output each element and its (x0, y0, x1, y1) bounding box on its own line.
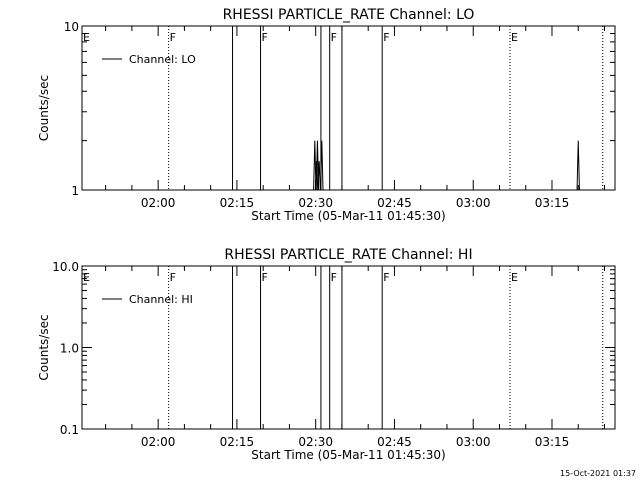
legend-label: Channel: LO (129, 53, 196, 66)
x-axis-label: Start Time (05-Mar-11 01:45:30) (251, 209, 445, 223)
y-tick-label: 1 (71, 184, 79, 198)
y-tick-label: 10 (64, 20, 79, 34)
chart-title: RHESSI PARTICLE_RATE Channel: HI (224, 247, 472, 263)
x-tick-label: 03:00 (456, 435, 491, 449)
event-marker-label: F (170, 31, 176, 44)
event-marker-label: F (262, 31, 268, 44)
plot-frame (81, 25, 616, 191)
y-axis-label: Counts/sec (37, 75, 51, 141)
x-axis-label: Start Time (05-Mar-11 01:45:30) (251, 448, 445, 462)
event-marker-label: F (383, 31, 389, 44)
x-tick-label: 03:15 (535, 196, 570, 210)
event-marker-label: F (383, 271, 389, 284)
event-marker-label: E (83, 31, 90, 44)
x-tick-label: 02:30 (298, 196, 333, 210)
event-marker-label: E (511, 271, 518, 284)
event-marker-label: F (262, 271, 268, 284)
event-marker-label: E (511, 31, 518, 44)
event-marker-label: F (170, 271, 176, 284)
data-spike (320, 140, 324, 191)
y-axis-label: Counts/sec (37, 314, 51, 380)
data-spike (317, 161, 321, 191)
chart-title: RHESSI PARTICLE_RATE Channel: LO (223, 7, 475, 23)
y-tick-label: 0.1 (60, 423, 79, 437)
footer-timestamp: 15-Oct-2021 01:37 (560, 469, 636, 478)
x-tick-label: 02:30 (298, 435, 333, 449)
x-tick-label: 02:45 (377, 435, 412, 449)
plot-frame (81, 265, 616, 430)
event-marker-label: F (331, 31, 337, 44)
y-tick-label: 10.0 (52, 260, 79, 274)
x-tick-label: 02:00 (141, 435, 176, 449)
x-tick-label: 03:00 (456, 196, 491, 210)
legend-label: Channel: HI (129, 293, 193, 306)
x-tick-label: 02:00 (141, 196, 176, 210)
x-tick-label: 03:15 (535, 435, 570, 449)
x-tick-label: 02:15 (220, 196, 255, 210)
event-marker-label: F (331, 271, 337, 284)
data-spike (576, 140, 580, 191)
event-marker-label: E (83, 271, 90, 284)
y-tick-label: 1.0 (60, 342, 79, 356)
x-tick-label: 02:15 (220, 435, 255, 449)
x-tick-label: 02:45 (377, 196, 412, 210)
